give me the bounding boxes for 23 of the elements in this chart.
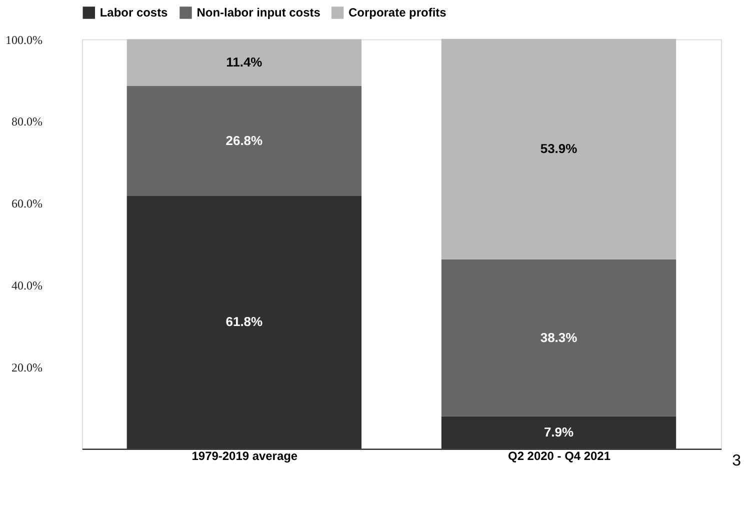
bar — [126, 196, 362, 449]
y-tick-label: 60.0% — [12, 196, 42, 211]
x-tick-label: Q2 2020 - Q4 2021 — [508, 449, 611, 464]
text: 3 — [732, 452, 742, 470]
bar — [441, 38, 676, 260]
legend-label: Corporate profits — [348, 6, 447, 20]
legend-label: Labor costs — [100, 6, 168, 20]
text: 11.4% — [226, 54, 262, 70]
legend-label: Non-labor input costs — [196, 6, 321, 20]
y-tick-label: 80.0% — [12, 114, 42, 129]
text: 61.8% — [226, 314, 263, 330]
y-tick-label: 40.0% — [12, 278, 42, 292]
text: 53.9% — [540, 141, 578, 156]
text: 26.8% — [226, 132, 263, 148]
text: 7.9% — [544, 424, 574, 440]
y-tick-label: 100.0% — [6, 32, 42, 47]
bar — [441, 260, 676, 416]
bar — [441, 416, 676, 449]
y-tick-label: 20.0% — [12, 360, 42, 374]
bar — [126, 39, 362, 86]
x-tick-label: 1979-2019 average — [192, 449, 298, 464]
bar — [126, 86, 362, 196]
text: 38.3% — [540, 330, 578, 345]
